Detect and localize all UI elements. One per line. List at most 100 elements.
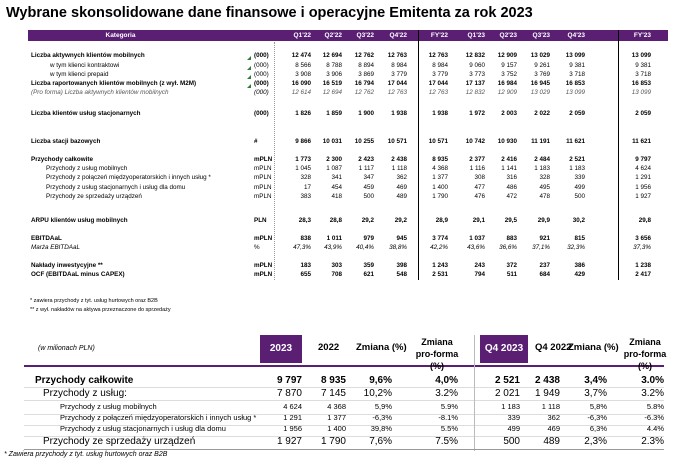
cell-value: 495 [539,184,550,191]
cell-value: 16 853 [565,80,585,87]
table-row: Przychody z usług stacjonarnych i usług … [28,184,668,193]
cell-value: 13 099 [631,52,651,59]
table-row: w tym klienci kontraktowi (000) 8 566 8 788… [28,62,668,71]
column-header: Q2'22 [324,31,342,39]
cell-value: 3.2% [435,388,458,399]
cell-value: 8 984 [391,62,407,69]
cell-value: 3 779 [432,71,448,78]
cell-value: 5.8% [646,402,664,411]
cell-value: 2 423 [358,156,374,163]
cell-value: 921 [539,235,550,242]
column-header: Q2'23 [499,31,517,39]
row-unit: mPLN [254,235,273,242]
cell-value: 9 261 [534,62,550,69]
cell-value: 4 368 [432,165,448,172]
cell-value: 2 531 [432,271,448,278]
row-label: w tym klienci kontraktowi [50,62,120,69]
cell-value: 3 908 [295,71,311,78]
column-header: Q1'23 [467,31,485,39]
row-unit: mPLN [254,262,273,269]
row-label: Przychody z usług stacjonarnych i usług … [60,424,226,433]
cell-value: 38,8% [389,244,407,251]
cell-value: 341 [331,174,342,181]
cell-value: 2 416 [501,156,517,163]
cell-value: 5,8% [589,402,607,411]
table-row: Przychody całkowite 9 797 8 935 9,6% 4,0% 2 5… [0,375,684,387]
cell-value: 16 945 [530,80,550,87]
cell-value: 37,3% [633,244,651,251]
cell-value: 511 [506,271,517,278]
cell-value: 328 [539,174,550,181]
cell-value: 8 935 [320,375,346,386]
row-unit: mPLN [254,165,272,172]
cell-value: 794 [474,271,485,278]
table-row: Przychody z połączeń międzyoperatorskich… [28,174,668,183]
cell-value: 16 794 [354,80,374,87]
cell-value: 372 [506,262,517,269]
cell-value: 362 [547,413,560,422]
cell-value: 1 949 [534,388,560,399]
cell-value: 16 519 [322,80,342,87]
row-rule [24,436,664,437]
cell-value: 489 [396,193,407,200]
table-row: Przychody ze sprzedaży urządzeń mPLN 383 41… [28,193,668,202]
cell-value: 12 763 [428,52,448,59]
row-label: Liczba raportowanych klientów mobilnych … [31,80,197,87]
row-unit: (000) [254,62,269,69]
cell-value: 47,3% [293,244,311,251]
row-label: Przychody ze sprzedaży urządzeń [46,193,142,200]
cell-value: 17 [303,184,311,191]
label-divider [274,42,275,280]
row-rule [24,387,664,388]
cell-value: 1 377 [432,174,448,181]
cell-value: 1 037 [469,235,485,242]
cell-value: 621 [363,271,374,278]
cell-value: 12 694 [322,52,342,59]
table-row: Przychody z usług mobilnych mPLN 1 045 1 08… [28,165,668,174]
cell-value: 9 060 [469,62,485,69]
cell-value: 1 790 [432,193,448,200]
row-label: Przychody z usług stacjonarnych i usług … [46,184,186,191]
table-row: Przychody z usług: 7 870 7 145 10,2% 3.2% 2 0… [0,388,684,400]
cell-value: 429 [574,271,585,278]
cell-value: 2 438 [534,375,560,386]
row-label: Przychody całkowite [31,156,93,163]
cell-value: 655 [300,271,311,278]
cell-value: 1 956 [635,184,651,191]
cell-value: 3,4% [584,375,607,386]
cell-value: 2.3% [641,436,664,447]
header-zmiana-proforma: Zmiana pro-forma (%) [415,337,459,371]
cell-value: -8.1% [438,413,458,422]
cell-value: 28,9 [435,217,448,224]
cell-value: 43,9% [324,244,342,251]
cell-value: 1 011 [326,235,342,242]
cell-value: -6,3% [587,413,607,422]
cell-value: 29,2 [394,217,407,224]
cell-value: 486 [506,184,517,191]
table-row: EBITDAaL mPLN 838 1 011 979 945 3 774 1 037 883 9… [28,235,668,244]
cell-value: 30,2 [572,217,585,224]
cell-value: 10 742 [465,138,485,145]
cell-value: 500 [363,193,374,200]
cell-value: 883 [506,235,517,242]
cell-value: 7 145 [320,388,346,399]
cell-value: 11 191 [531,138,550,145]
cell-value: 1 773 [295,156,311,163]
row-label: Przychody z połączeń międzyoperatorskich… [46,174,211,181]
green-triangle-icon [247,84,251,88]
column-header: Q3'23 [532,31,550,39]
column-header: Q4'22 [389,31,407,39]
cell-value: 9,6% [369,375,392,386]
cell-value: 29,1 [472,217,485,224]
cell-value: 1 291 [283,413,302,422]
table-row: Przychody ze sprzedaży urządzeń 1 927 1 79… [0,436,684,448]
cell-value: 3 779 [391,71,407,78]
cell-value: 1 183 [501,402,520,411]
cell-value: 16 090 [291,80,311,87]
cell-value: 3 869 [358,71,374,78]
cell-value: 1 291 [635,174,651,181]
cell-value: 945 [396,235,407,242]
row-label: ARPU klientów usług mobilnych [31,217,128,224]
cell-value: 1 938 [432,110,448,117]
cell-value: 838 [300,235,311,242]
